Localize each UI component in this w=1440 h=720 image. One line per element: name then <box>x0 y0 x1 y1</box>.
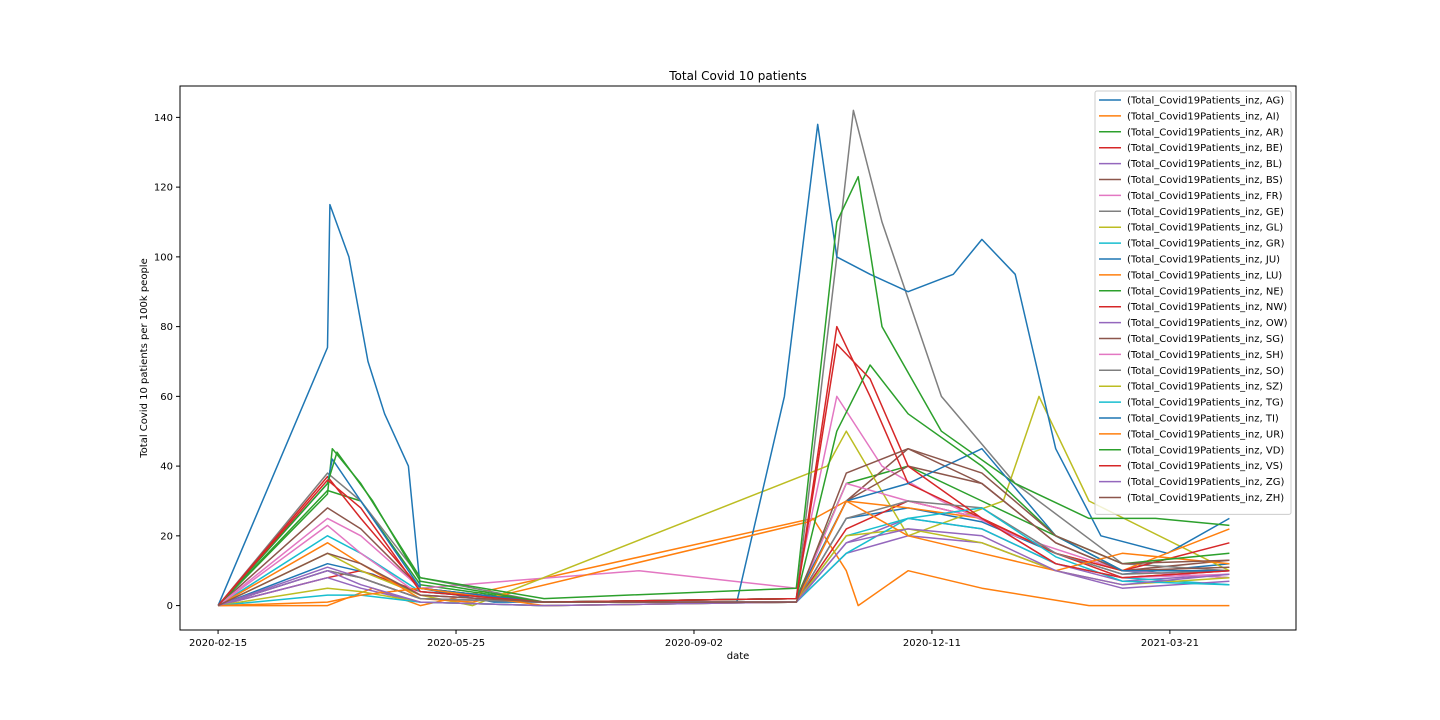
series-line-24 <box>217 528 1230 607</box>
legend-label: (Total_Covid19Patients_inz, BS) <box>1127 175 1283 186</box>
legend-label: (Total_Covid19Patients_inz, SO) <box>1127 366 1284 377</box>
legend-label: (Total_Covid19Patients_inz, VS) <box>1127 461 1283 472</box>
legend-label: (Total_Covid19Patients_inz, GR) <box>1127 239 1285 250</box>
legend-label: (Total_Covid19Patients_inz, AR) <box>1127 127 1284 138</box>
y-tick-label: 20 <box>160 531 173 542</box>
y-tick-label: 40 <box>160 462 173 473</box>
series-line-25 <box>217 447 1230 607</box>
legend-label: (Total_Covid19Patients_inz, VD) <box>1127 445 1284 456</box>
legend: (Total_Covid19Patients_inz, AG) (Total_Co… <box>1094 90 1292 515</box>
x-tick-label: 2020-09-02 <box>665 638 723 649</box>
legend-label: (Total_Covid19Patients_inz, GE) <box>1127 207 1284 218</box>
legend-label: (Total_Covid19Patients_inz, TG) <box>1127 398 1284 409</box>
legend-label: (Total_Covid19Patients_inz, JU) <box>1127 255 1280 266</box>
legend-label: (Total_Covid19Patients_inz, SH) <box>1127 350 1284 361</box>
y-tick-label: 80 <box>160 322 173 333</box>
legend-label: (Total_Covid19Patients_inz, BE) <box>1127 143 1283 154</box>
legend-label: (Total_Covid19Patients_inz, AG) <box>1127 96 1284 107</box>
x-tick-label: 2020-02-15 <box>189 638 247 649</box>
y-tick-label: 60 <box>160 392 173 403</box>
y-axis-title: Total Covid 10 patients per 100k people <box>139 258 150 458</box>
legend-label: (Total_Covid19Patients_inz, OW) <box>1127 318 1288 329</box>
legend-label: (Total_Covid19Patients_inz, BL) <box>1127 159 1282 170</box>
legend-box <box>1094 90 1292 515</box>
legend-label: (Total_Covid19Patients_inz, ZH) <box>1127 493 1284 504</box>
x-tick-label: 2021-03-21 <box>1141 638 1199 649</box>
series-line-17 <box>217 500 1230 607</box>
legend-label: (Total_Covid19Patients_inz, AI) <box>1127 111 1280 122</box>
legend-label: (Total_Covid19Patients_inz, SG) <box>1127 334 1284 345</box>
series-line-21 <box>218 500 1230 607</box>
y-tick-label: 120 <box>154 183 173 194</box>
series-line-10 <box>217 123 1230 606</box>
y-tick-label: 0 <box>167 601 173 612</box>
legend-label: (Total_Covid19Patients_inz, UR) <box>1127 429 1284 440</box>
series-line-19 <box>218 507 1230 607</box>
x-tick-label: 2020-12-11 <box>903 638 961 649</box>
legend-label: (Total_Covid19Patients_inz, NE) <box>1127 286 1284 297</box>
series-line-22 <box>217 364 1230 607</box>
legend-label: (Total_Covid19Patients_inz, SZ) <box>1127 382 1283 393</box>
plot-area <box>217 109 1230 607</box>
series-line-1 <box>218 517 1230 607</box>
legend-label: (Total_Covid19Patients_inz, TI) <box>1127 414 1279 425</box>
x-axis: 2020-02-15 2020-05-25 2020-09-02 2020-12-11… <box>189 630 1199 649</box>
legend-label: (Total_Covid19Patients_inz, GL) <box>1127 223 1283 234</box>
x-tick-label: 2020-05-25 <box>427 638 485 649</box>
x-axis-title: date <box>727 651 750 662</box>
legend-label: (Total_Covid19Patients_inz, NW) <box>1127 302 1287 313</box>
series-line-23 <box>217 343 1230 607</box>
plot-frame <box>179 85 1297 631</box>
legend-label: (Total_Covid19Patients_inz, LU) <box>1127 270 1282 281</box>
y-axis: 0 20 40 60 80 100 120 140 <box>154 113 180 612</box>
y-tick-label: 100 <box>154 252 173 263</box>
y-tick-label: 140 <box>154 113 173 124</box>
chart-title: Total Covid 10 patients <box>668 69 806 83</box>
series-line-12 <box>217 175 1230 607</box>
legend-label: (Total_Covid19Patients_inz, ZG) <box>1127 477 1284 488</box>
legend-label: (Total_Covid19Patients_inz, FR) <box>1127 191 1283 202</box>
